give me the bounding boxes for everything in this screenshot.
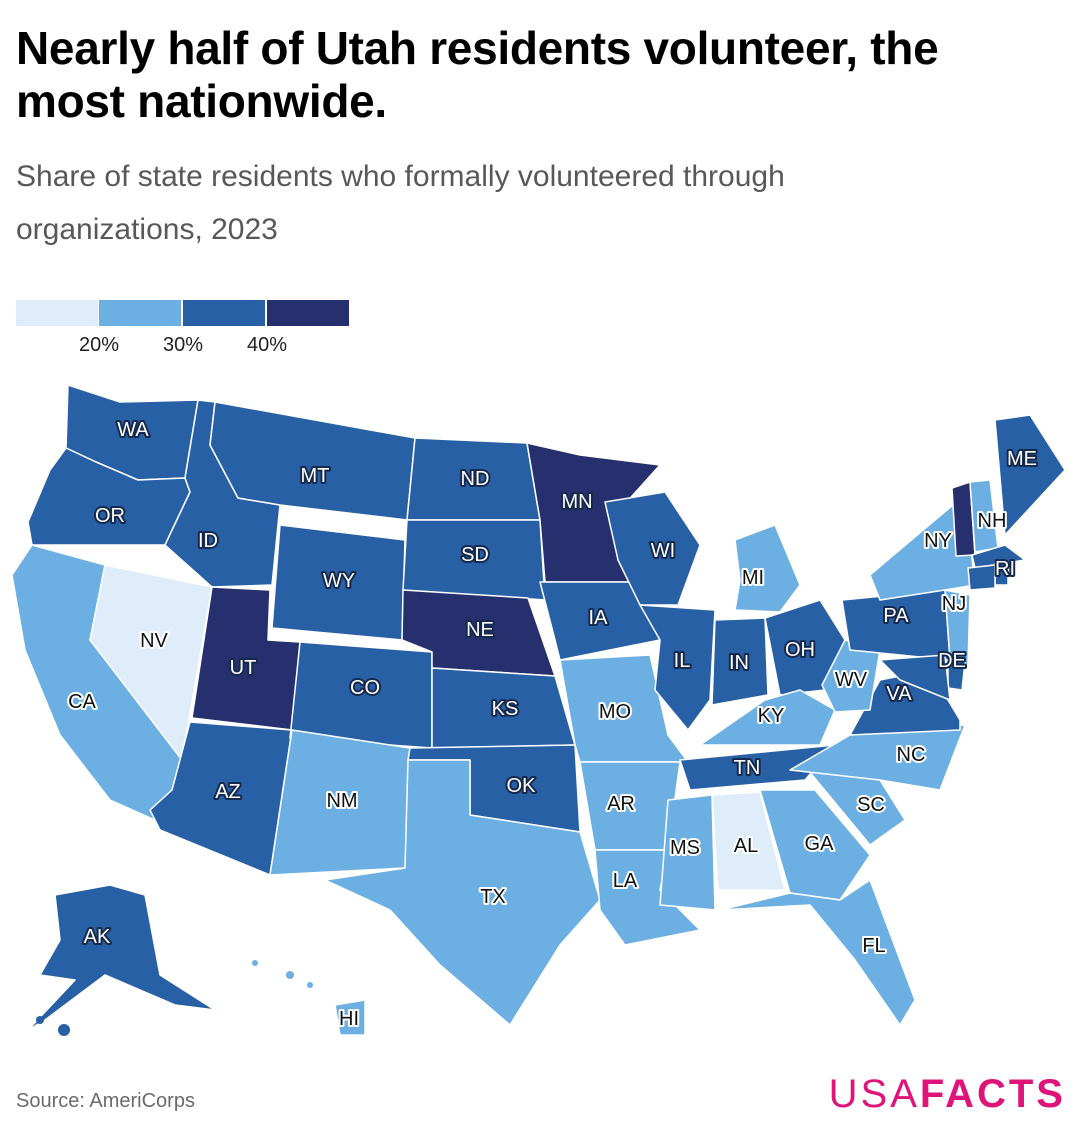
state-label-co: CO <box>350 677 380 699</box>
state-label-mn: MN <box>561 491 592 513</box>
state-ky <box>699 689 836 746</box>
state-al <box>711 791 786 891</box>
state-label-ky: KY <box>758 705 785 727</box>
chart-subtitle: Share of state residents who formally vo… <box>16 160 785 246</box>
state-label-nd: ND <box>461 468 490 490</box>
state-wv <box>821 639 881 713</box>
state-label-al: AL <box>734 835 758 857</box>
state-ct <box>967 564 996 591</box>
state-label-wv: WV <box>835 669 868 691</box>
state-nc <box>789 724 966 791</box>
state-ia <box>539 581 661 661</box>
state-label-oh: OH <box>785 639 815 661</box>
state-tn <box>679 744 836 791</box>
state-label-wi: WI <box>651 540 675 562</box>
state-label-va: VA <box>886 683 912 705</box>
state-mi <box>734 524 801 613</box>
state-nj <box>944 589 971 666</box>
legend-tick-30: 30% <box>162 334 204 356</box>
state-label-la: LA <box>613 870 638 892</box>
state-label-fl: FL <box>862 935 885 957</box>
state-label-nc: NC <box>897 744 926 766</box>
state-hi-island <box>252 960 258 966</box>
state-tx <box>324 759 601 1026</box>
state-label-ga: GA <box>805 833 835 855</box>
logo-part1: USA <box>828 1072 920 1116</box>
state-label-id: ID <box>198 530 218 552</box>
state-label-wy: WY <box>323 570 355 592</box>
state-label-pa: PA <box>883 605 909 627</box>
state-wi <box>604 491 701 606</box>
state-label-ar: AR <box>607 793 635 815</box>
state-label-wa: WA <box>117 419 149 441</box>
state-ak <box>27 884 216 1031</box>
state-label-ks: KS <box>492 698 519 720</box>
legend-swatch-2 <box>99 300 181 326</box>
us-choropleth-map: WA OR CA NV ID MT WY UT AZ CO NM ND SD NE KS OK TX MN IA MO… <box>11 384 1066 1036</box>
state-label-az: AZ <box>215 781 241 803</box>
state-label-ak: AK <box>84 926 111 948</box>
state-label-mt: MT <box>301 465 330 487</box>
state-label-mi: MI <box>742 567 764 589</box>
state-hi-island <box>286 971 294 979</box>
state-label-hi: HI <box>339 1008 359 1030</box>
legend-tick-40: 40% <box>246 334 288 356</box>
state-label-tx: TX <box>480 886 506 908</box>
logo-part2: FACTS <box>919 1072 1066 1116</box>
state-ak-island <box>36 1016 44 1024</box>
state-label-mo: MO <box>599 701 631 723</box>
state-ms <box>659 794 716 911</box>
legend-swatch-4 <box>267 300 349 326</box>
state-label-nm: NM <box>326 790 357 812</box>
state-label-or: OR <box>95 505 125 527</box>
legend: 20% 30% 40% <box>16 300 356 360</box>
state-label-me: ME <box>1007 448 1037 470</box>
state-ma <box>971 544 1026 569</box>
state-label-ut: UT <box>230 657 257 679</box>
legend-tick-20: 20% <box>78 334 120 356</box>
state-fl <box>719 879 916 1026</box>
state-label-ca: CA <box>68 691 96 713</box>
state-label-ne: NE <box>466 619 494 641</box>
state-in <box>711 617 769 706</box>
state-label-ri: RI <box>995 558 1015 580</box>
state-label-nv: NV <box>140 630 168 652</box>
state-label-ia: IA <box>589 607 609 629</box>
state-label-ms: MS <box>670 837 700 859</box>
state-md <box>879 654 951 701</box>
state-label-tn: TN <box>734 757 761 779</box>
state-ga <box>759 789 871 901</box>
state-label-in: IN <box>729 652 749 674</box>
usafacts-logo: USAFACTS <box>829 1072 1066 1117</box>
state-label-ny: NY <box>924 530 952 552</box>
legend-swatch-3 <box>183 300 265 326</box>
legend-swatch-1 <box>16 300 98 326</box>
state-label-ok: OK <box>507 775 537 797</box>
source-note: Source: AmeriCorps <box>16 1090 195 1112</box>
state-label-de: DE <box>938 650 966 672</box>
state-label-sc: SC <box>857 794 885 816</box>
state-il <box>639 604 716 731</box>
state-me <box>994 414 1066 536</box>
state-label-nj: NJ <box>942 593 966 615</box>
state-label-il: IL <box>674 650 691 672</box>
chart-title: Nearly half of Utah residents volunteer,… <box>16 22 939 127</box>
state-ak-island <box>58 1024 70 1036</box>
state-hi-island <box>307 982 313 988</box>
state-label-sd: SD <box>461 544 489 566</box>
state-hi <box>334 999 366 1036</box>
state-label-nh: NH <box>978 510 1007 532</box>
